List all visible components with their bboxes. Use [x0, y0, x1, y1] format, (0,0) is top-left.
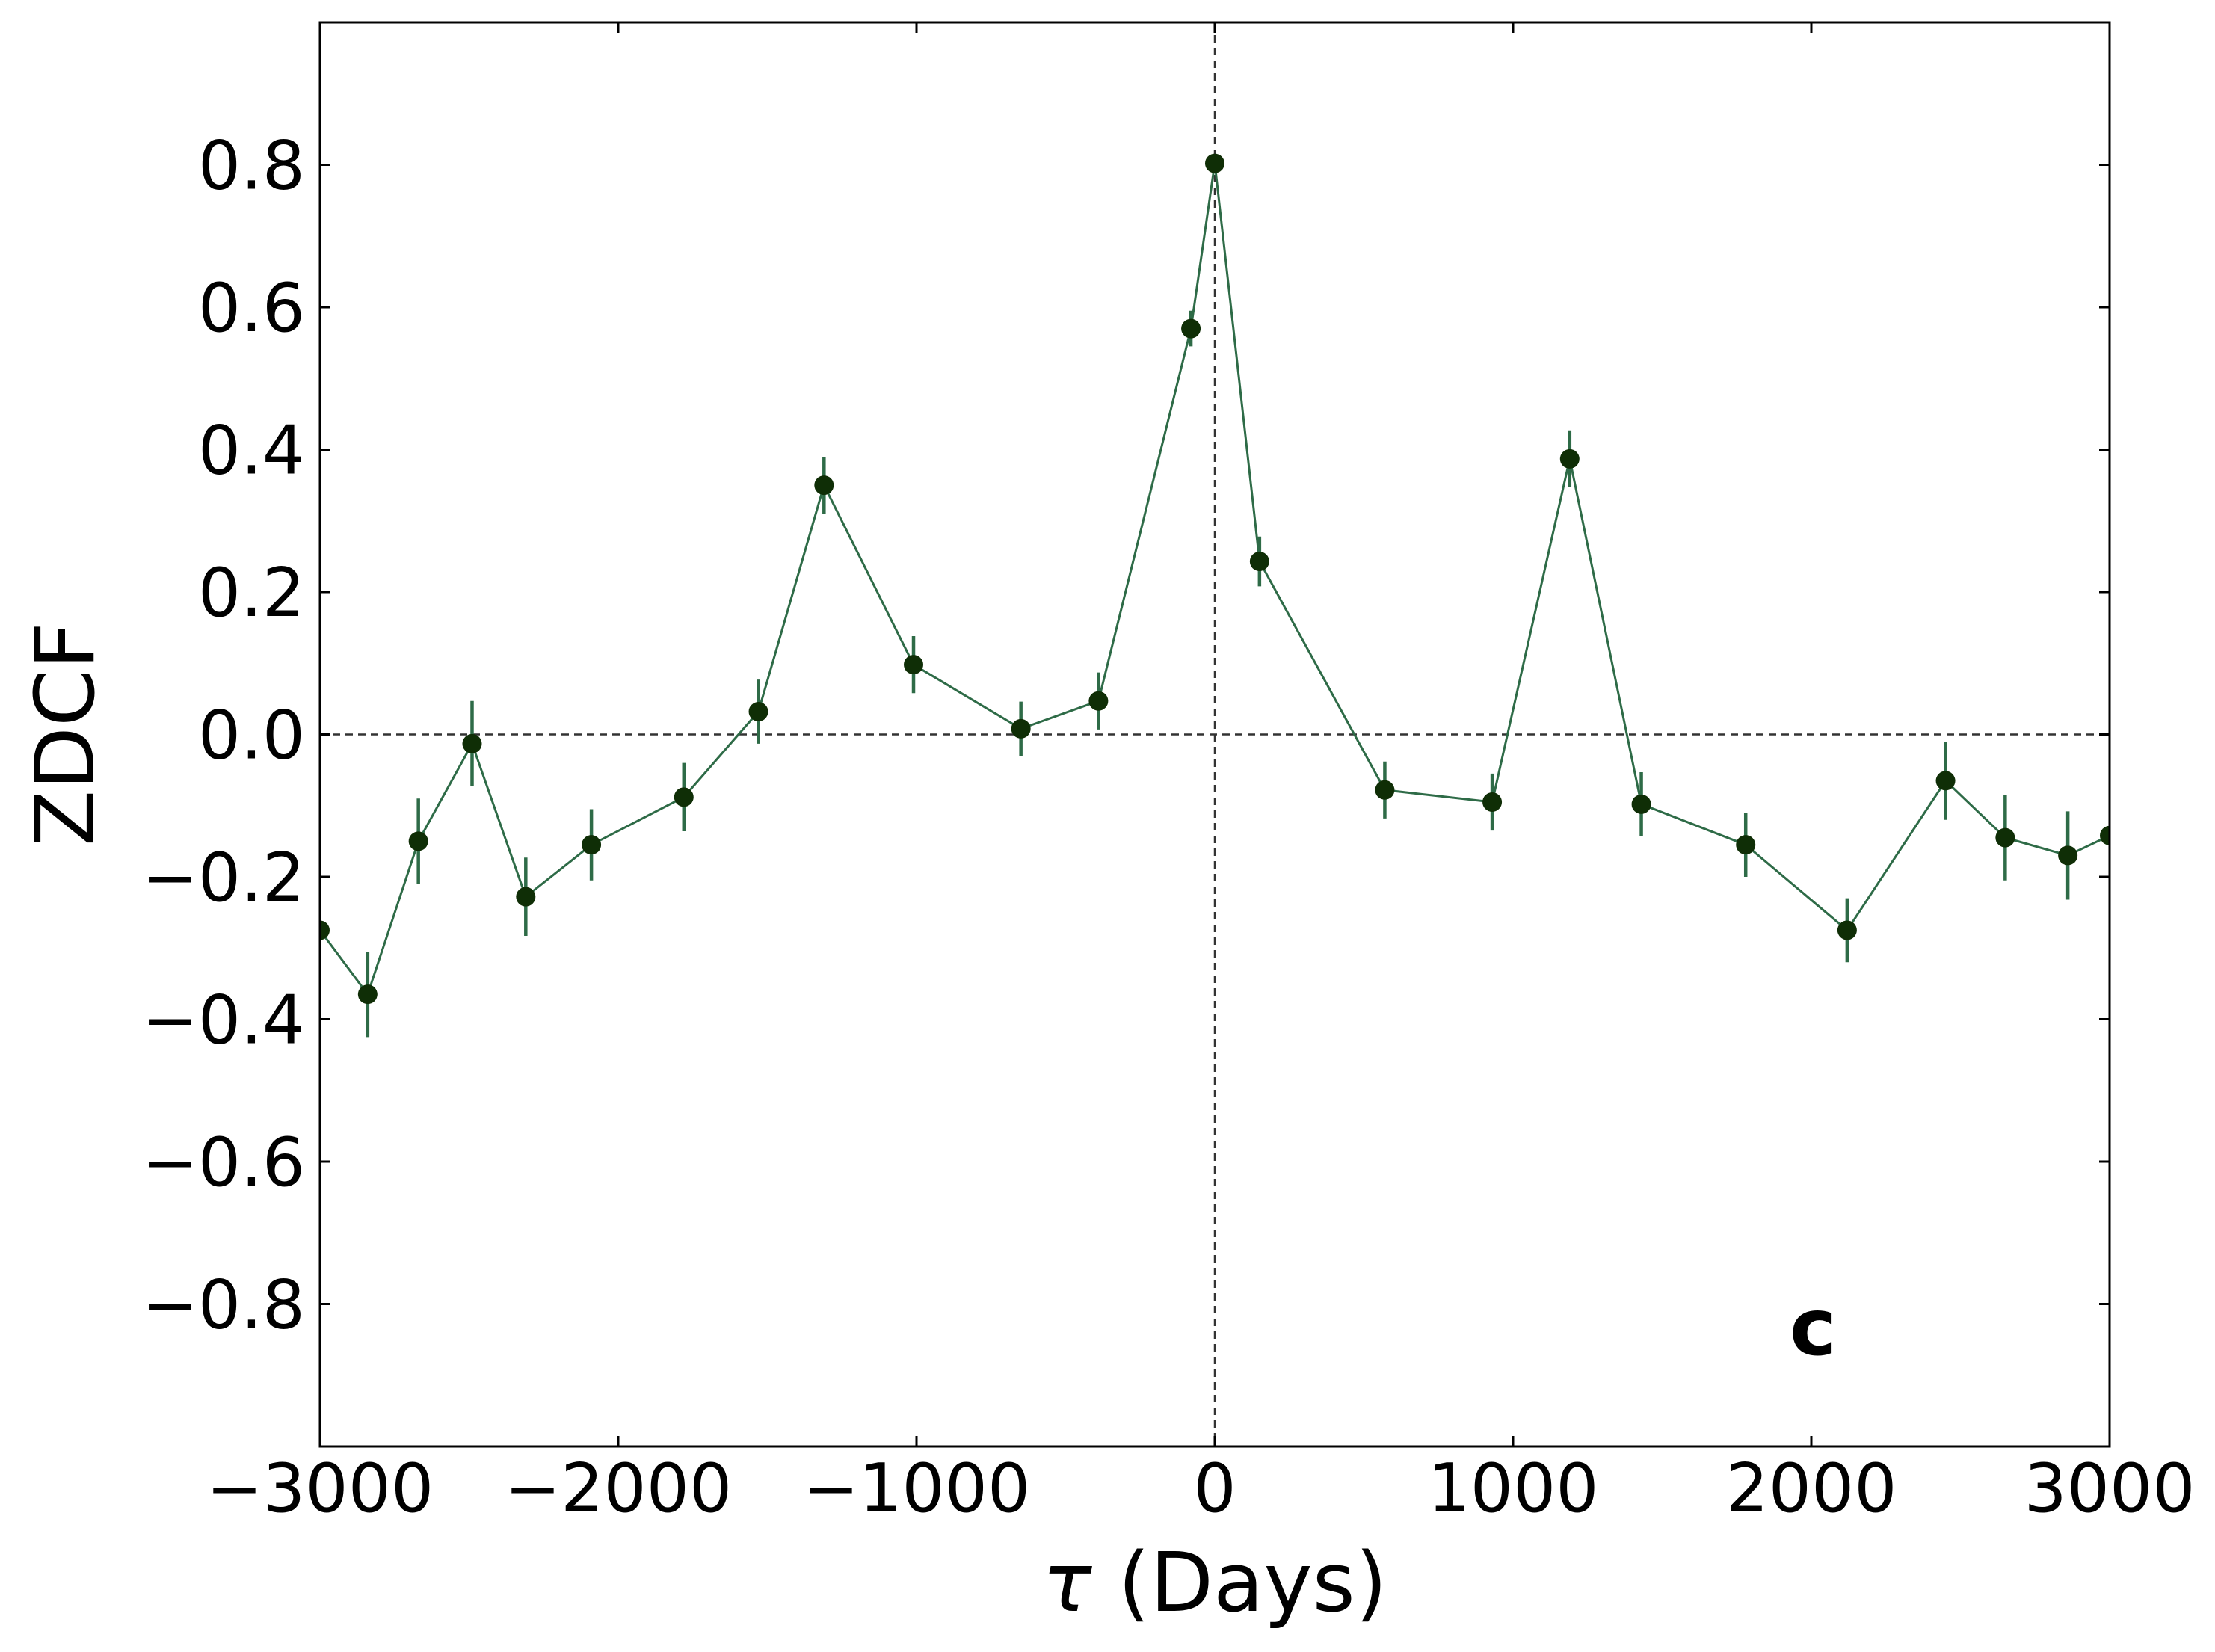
data-point: [1088, 691, 1109, 711]
data-layer: [320, 153, 2110, 1038]
x-axis-title-symbol: τ: [1042, 1535, 1092, 1630]
y-tick-label: −0.2: [141, 839, 305, 917]
data-point: [1995, 827, 2015, 848]
data-point: [320, 920, 330, 940]
data-point: [1837, 920, 1857, 940]
x-tick-label: −1000: [803, 1449, 1030, 1528]
y-tick-label: 0.0: [198, 697, 305, 775]
x-axis-title-text: (Days): [1091, 1535, 1387, 1630]
x-tick-label: 0: [1193, 1449, 1236, 1528]
data-point: [357, 984, 378, 1005]
x-tick-label: 1000: [1427, 1449, 1598, 1528]
data-point: [408, 831, 428, 851]
data-point: [1736, 835, 1756, 855]
data-point: [462, 733, 482, 753]
data-point: [2100, 825, 2110, 845]
data-point: [1935, 771, 1956, 791]
data-point: [582, 835, 602, 855]
data-point: [1559, 449, 1580, 469]
y-tick-label: −0.6: [141, 1124, 305, 1202]
data-point: [904, 655, 924, 675]
y-tick-label: −0.4: [141, 981, 305, 1060]
y-tick-label: 0.8: [198, 127, 305, 206]
y-tick-label: 0.4: [198, 412, 305, 490]
y-tick-label: 0.6: [198, 269, 305, 348]
x-axis-title: τ (Days): [1042, 1535, 1387, 1630]
y-tick-label: 0.2: [198, 554, 305, 632]
data-point: [516, 887, 536, 907]
data-point: [1205, 153, 1224, 173]
y-axis: 0.8 0.6 0.4 0.2 0.0 −0.2 −0.4 −0.6 −0.8: [141, 127, 2110, 1345]
y-tick-label: −0.8: [141, 1266, 305, 1345]
panel-label: c: [1790, 1282, 1836, 1373]
data-point: [1011, 718, 1031, 739]
data-point: [1181, 318, 1201, 339]
data-point: [814, 475, 834, 496]
x-tick-label: −3000: [206, 1449, 434, 1528]
data-point: [1375, 780, 1395, 800]
data-point: [1482, 792, 1503, 812]
x-axis: −3000 −2000 −1000 0 1000 2000 3000: [206, 22, 2196, 1528]
x-tick-label: 3000: [2024, 1449, 2195, 1528]
data-point: [748, 702, 768, 722]
data-point: [1249, 552, 1269, 572]
x-tick-label: −2000: [505, 1449, 732, 1528]
data-point: [1631, 794, 1651, 814]
x-tick-label: 2000: [1725, 1449, 1897, 1528]
reference-lines: [320, 22, 2110, 1446]
y-axis-title: ZDCF: [17, 622, 113, 846]
data-point: [674, 787, 694, 807]
data-point: [2058, 845, 2078, 866]
